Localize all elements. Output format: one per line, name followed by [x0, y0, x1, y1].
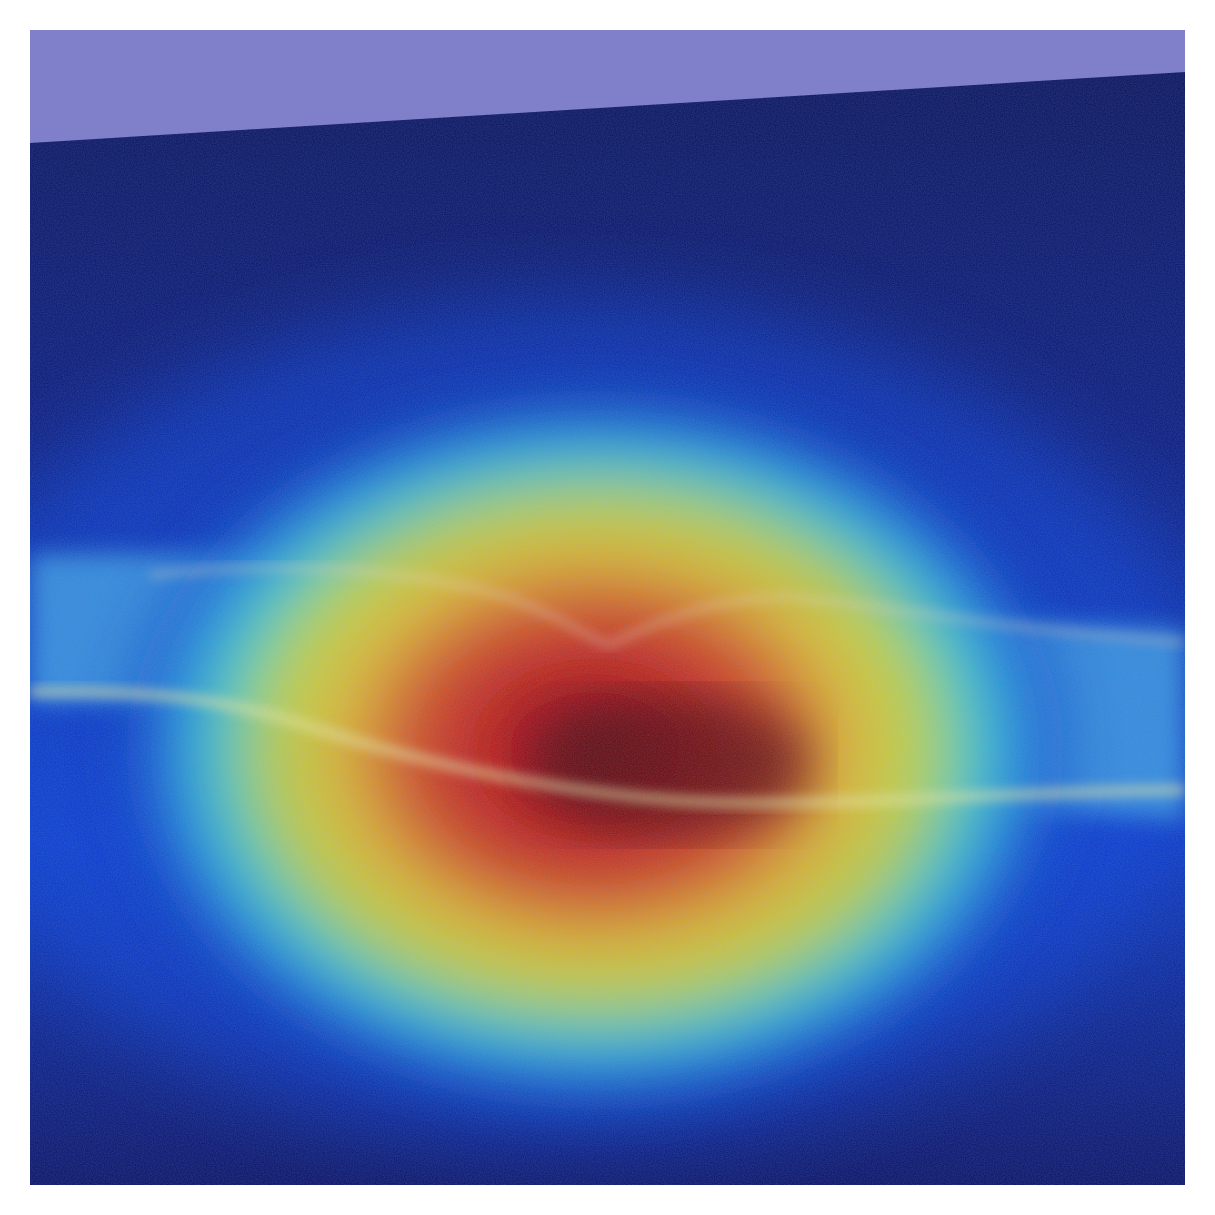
- oct-heatmap-svg: [30, 30, 1185, 1185]
- speckle-noise: [30, 30, 1185, 1185]
- oct-heatmap-image: [30, 30, 1185, 1185]
- top-band: [30, 30, 1185, 143]
